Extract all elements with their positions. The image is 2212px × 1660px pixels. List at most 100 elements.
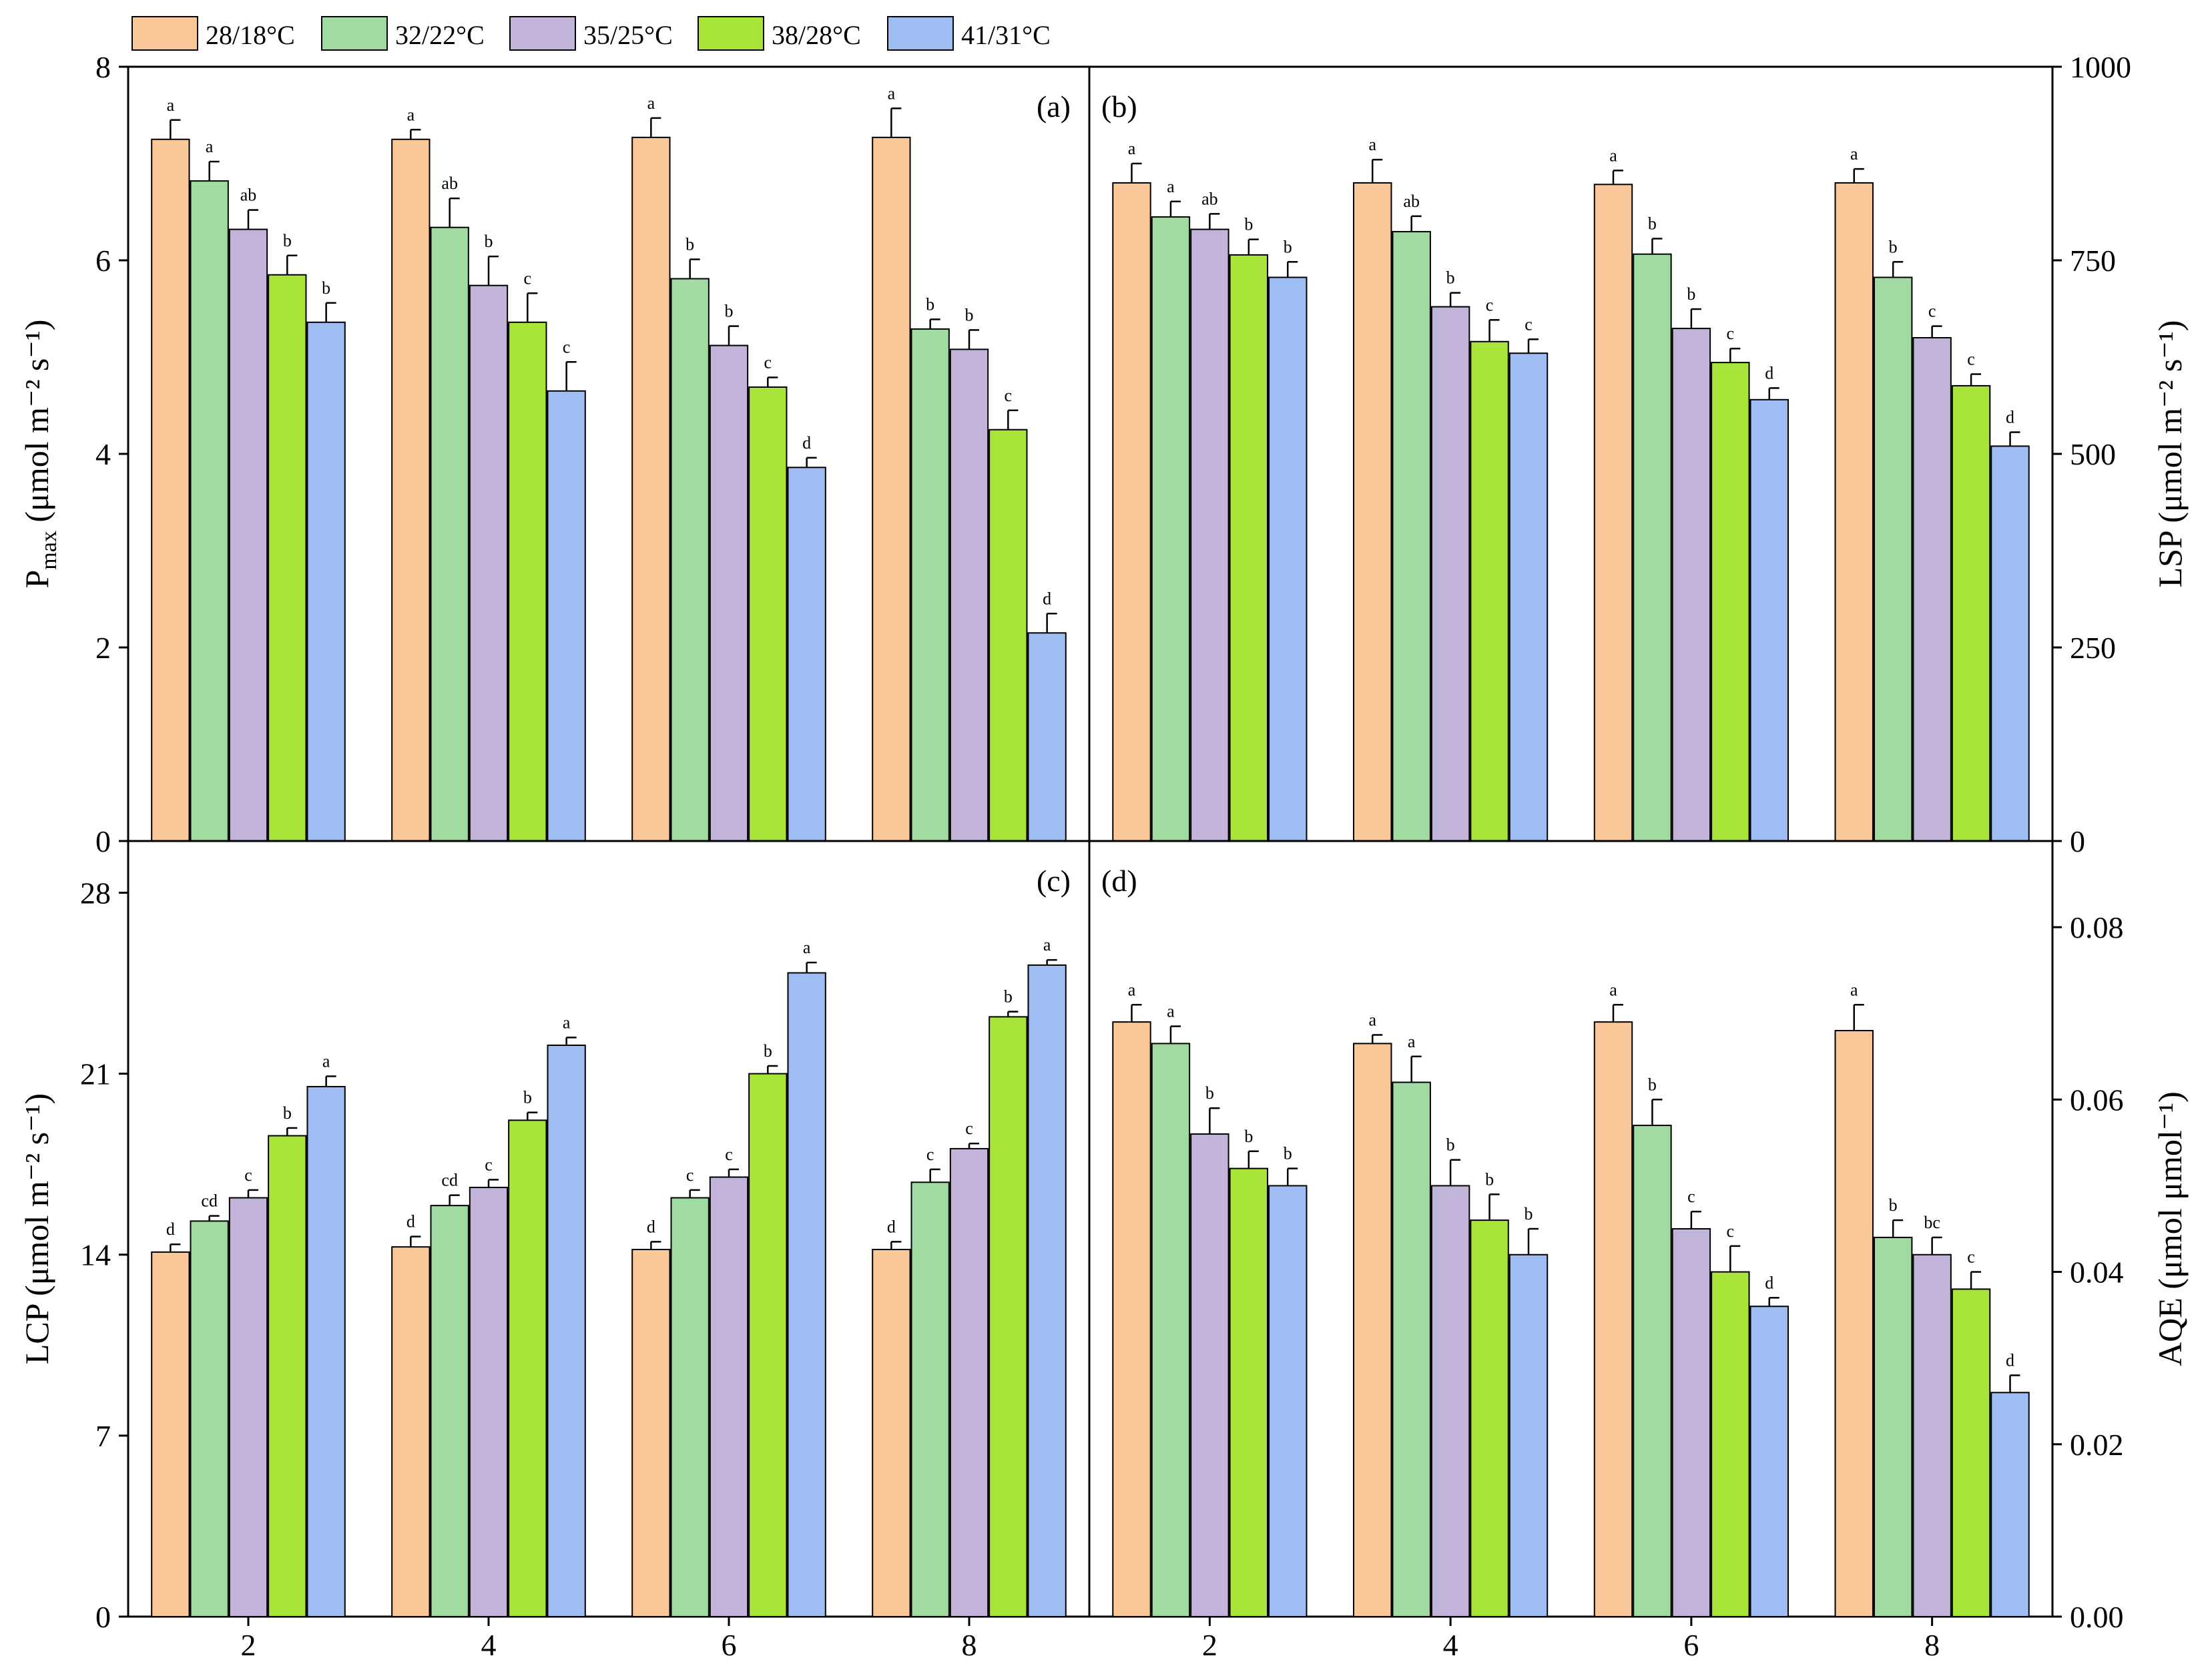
significance-letter: c <box>563 337 571 356</box>
legend-swatch <box>698 16 764 51</box>
y-axis-title-main: AQE <box>2151 1298 2189 1366</box>
significance-letter: b <box>1485 1169 1494 1189</box>
significance-letter: a <box>1368 135 1376 154</box>
bar <box>1873 1236 1913 1617</box>
significance-letter: a <box>1609 980 1617 999</box>
bar <box>1027 632 1067 842</box>
bar <box>709 344 749 842</box>
significance-letter: d <box>1765 1273 1773 1292</box>
y-tick-label: 6 <box>95 244 111 278</box>
bar <box>1593 1021 1633 1617</box>
panel-frame <box>1088 840 2054 1618</box>
significance-letter: a <box>407 105 415 124</box>
bar <box>1392 1081 1431 1617</box>
bar <box>910 328 950 842</box>
significance-letter: b <box>1889 237 1898 256</box>
bar <box>228 1197 268 1617</box>
bar <box>1353 182 1392 842</box>
bar <box>1268 1185 1308 1617</box>
bar <box>631 136 671 842</box>
bar <box>1912 1254 1952 1617</box>
panel-label: (b) <box>1101 89 1137 123</box>
legend-swatch <box>887 16 954 51</box>
significance-letter: b <box>1244 1127 1253 1146</box>
significance-letter: a <box>888 83 896 103</box>
bar <box>1190 228 1229 842</box>
y-axis-title: LSP (μmol m⁻² s⁻¹) <box>2151 320 2189 588</box>
x-tick-label: 8 <box>962 1628 977 1660</box>
significance-letter: a <box>322 1051 330 1071</box>
panel-label: (a) <box>1037 89 1071 123</box>
y-axis-title-main: P <box>18 570 55 589</box>
bar <box>1268 276 1308 842</box>
y-axis-title-unit: (μmol m⁻² s⁻¹) <box>18 320 55 531</box>
bar <box>949 348 989 842</box>
legend: 28/18°C 32/22°C 35/25°C 38/28°C 41/31°C <box>131 16 1051 51</box>
significance-letter: c <box>764 352 772 372</box>
bar <box>1353 1043 1392 1617</box>
y-tick-label: 2 <box>95 631 111 665</box>
legend-label: 41/31°C <box>961 20 1051 50</box>
bar <box>469 1187 509 1617</box>
significance-letter: b <box>1648 214 1657 234</box>
bar <box>306 1085 346 1617</box>
significance-letter: c <box>725 1145 733 1164</box>
significance-letter: b <box>685 235 694 254</box>
significance-letter: c <box>1687 1187 1695 1206</box>
bar <box>1392 231 1431 842</box>
x-tick-label: 4 <box>481 1628 497 1660</box>
significance-letter: b <box>1205 1083 1214 1103</box>
bar <box>787 972 826 1618</box>
y-axis-title-unit: (μmol m⁻² s⁻¹) <box>18 1093 55 1305</box>
significance-letter: b <box>1244 215 1253 234</box>
bar <box>670 278 710 842</box>
legend-swatch <box>321 16 388 51</box>
y-tick-label: 250 <box>2070 631 2116 665</box>
legend-item: 38/28°C <box>698 16 861 51</box>
legend-item: 28/18°C <box>131 16 295 51</box>
bar <box>306 321 346 842</box>
bar <box>1912 337 1952 842</box>
y-axis-title-main: LSP <box>2151 531 2189 587</box>
y-axis-title: Pmax (μmol m⁻² s⁻¹) <box>18 320 61 589</box>
y-tick-label: 750 <box>2070 244 2116 278</box>
significance-letter: b <box>764 1041 772 1061</box>
bar <box>508 1119 547 1617</box>
legend-swatch <box>131 16 198 51</box>
x-tick-label: 8 <box>1924 1628 1940 1660</box>
significance-letter: d <box>887 1217 896 1236</box>
bar <box>1470 340 1509 842</box>
bar <box>631 1248 671 1617</box>
y-tick-label: 14 <box>80 1238 111 1272</box>
bar <box>1749 1306 1789 1617</box>
bar <box>872 136 911 842</box>
bar <box>787 467 826 842</box>
y-axis-title-unit: (μmol μmol⁻¹) <box>2151 1091 2189 1298</box>
significance-letter: a <box>1128 139 1136 158</box>
y-tick-label: 21 <box>80 1057 111 1091</box>
legend-item: 41/31°C <box>887 16 1051 51</box>
bar <box>1508 1254 1549 1617</box>
significance-letter: c <box>926 1145 934 1164</box>
bar <box>1027 964 1067 1618</box>
significance-letter: d <box>802 433 811 453</box>
significance-letter: a <box>1167 177 1175 196</box>
bar <box>547 1044 586 1617</box>
significance-letter: b <box>283 231 292 250</box>
y-tick-label: 500 <box>2070 437 2116 471</box>
significance-letter: c <box>1486 295 1494 314</box>
significance-letter: a <box>1609 146 1617 165</box>
significance-letter: b <box>1889 1195 1898 1215</box>
significance-letter: a <box>1850 980 1858 999</box>
x-tick-label: 2 <box>1202 1628 1217 1660</box>
bar <box>709 1176 749 1617</box>
significance-letter: c <box>965 1119 973 1138</box>
significance-letter: d <box>2006 408 2014 427</box>
bar <box>190 180 229 842</box>
y-tick-label: 28 <box>80 876 111 910</box>
bar <box>1749 398 1789 842</box>
bar <box>1229 1167 1269 1617</box>
bar <box>268 1135 307 1618</box>
